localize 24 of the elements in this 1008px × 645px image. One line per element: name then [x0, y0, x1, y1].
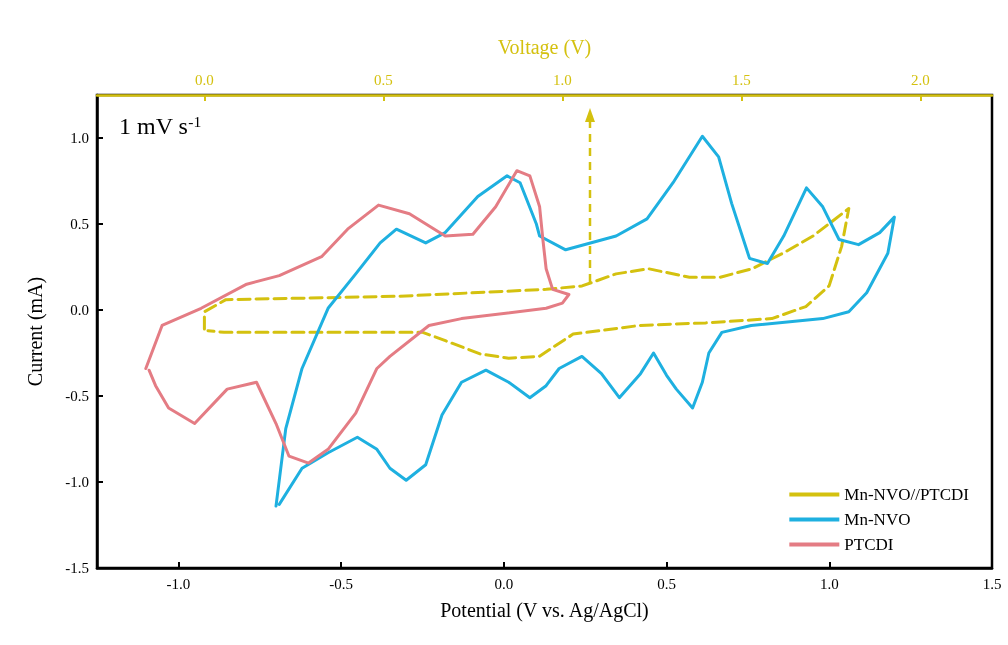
x-tick-label: -1.0 — [166, 575, 191, 592]
legend-label: PTCDI — [844, 535, 894, 554]
x2-tick-label: 0.5 — [374, 71, 393, 88]
line-series — [144, 169, 571, 465]
y-tick-label: 0.0 — [70, 302, 89, 318]
x2-tick-label: 1.5 — [732, 71, 751, 88]
y-tick-label: -1.0 — [65, 474, 89, 490]
y-tick-label: -1.5 — [65, 560, 89, 576]
x-tick-label: 0.5 — [657, 575, 676, 592]
y-tick-label: -0.5 — [65, 388, 89, 404]
x2-tick-label: 0.0 — [195, 71, 214, 88]
x2-tick-label: 2.0 — [911, 71, 930, 88]
y-tick-label: 0.5 — [70, 216, 89, 232]
y-tick-label: 1.0 — [70, 130, 89, 146]
x-tick-label: 1.0 — [819, 575, 839, 592]
x-tick-label: 0.0 — [494, 575, 514, 592]
x-tick-label: -0.5 — [329, 575, 353, 592]
y-axis-title: Current (mA) — [24, 276, 47, 387]
x-axis-title: Potential (V vs. Ag/AgCl) — [440, 599, 649, 622]
x-tick-label: 1.5 — [982, 575, 1002, 592]
x2-axis-title: Voltage (V) — [497, 36, 592, 59]
legend-label: Mn-NVO — [844, 510, 911, 529]
x2-tick-label: 1.0 — [553, 71, 572, 88]
legend-label: Mn-NVO//PTCDI — [844, 485, 970, 504]
